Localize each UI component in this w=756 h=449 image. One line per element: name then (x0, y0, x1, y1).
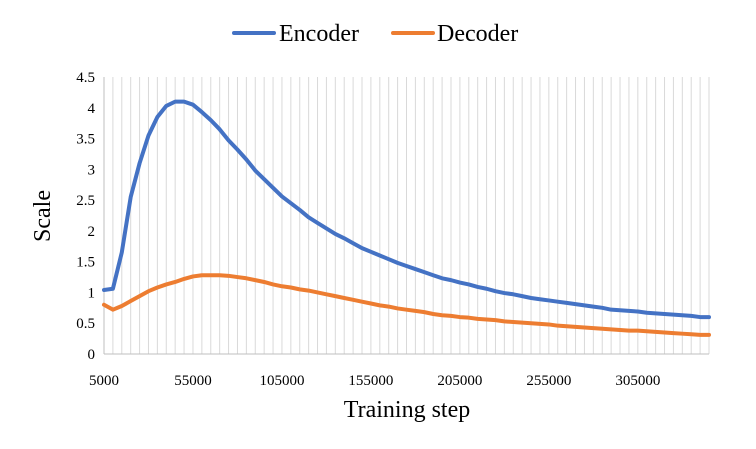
x-tick-label: 5000 (89, 373, 119, 389)
y-tick-label: 1 (88, 285, 96, 301)
y-tick-label: 3.5 (76, 132, 95, 148)
y-tick-label: 0.5 (76, 316, 95, 332)
y-tick-label: 4 (88, 101, 96, 117)
y-axis-title: Scale (30, 190, 56, 242)
legend-label-decoder: Decoder (437, 21, 518, 47)
series-line-decoder (102, 273, 711, 337)
axes (103, 77, 709, 355)
y-tick-labels: 0 0.5 1 1.5 2 2.5 3 3.5 4 4.5 (76, 70, 95, 363)
x-axis-title: Training step (344, 397, 470, 423)
y-tick-label: 4.5 (76, 70, 95, 86)
x-tick-label: 305000 (615, 373, 660, 389)
y-tick-label: 3 (88, 162, 96, 178)
y-tick-label: 2 (88, 224, 96, 240)
series-line-encoder (102, 99, 711, 320)
x-tick-label: 155000 (348, 373, 393, 389)
gridlines (103, 77, 710, 354)
x-tick-label: 55000 (174, 373, 212, 389)
legend-label-encoder: Encoder (279, 21, 359, 47)
x-tick-label: 205000 (437, 373, 482, 389)
x-tick-label: 255000 (526, 373, 571, 389)
x-tick-label: 105000 (259, 373, 304, 389)
y-tick-label: 1.5 (76, 255, 95, 271)
series-lines (102, 99, 711, 337)
y-tick-label: 2.5 (76, 193, 95, 209)
legend: Encoder Decoder (232, 21, 518, 47)
y-tick-label: 0 (88, 347, 96, 363)
x-tick-labels: 5000 55000 105000 155000 205000 255000 305000 (89, 373, 660, 389)
